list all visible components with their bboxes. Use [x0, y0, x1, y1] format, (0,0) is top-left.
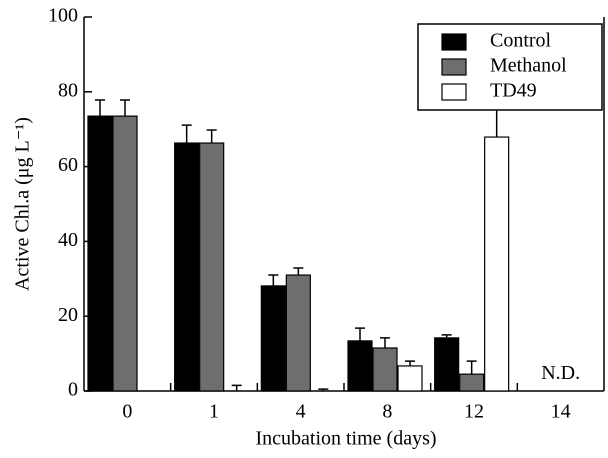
- x-tick-label: 14: [551, 401, 571, 423]
- bar: [285, 274, 311, 392]
- bar: [372, 347, 398, 392]
- error-bar: [95, 99, 105, 117]
- bar: [87, 115, 113, 392]
- legend-swatch: [441, 83, 467, 101]
- error-bar: [405, 360, 415, 366]
- y-tick-label: 80: [58, 79, 78, 101]
- x-tick-label: 4: [296, 401, 306, 423]
- y-tick-label: 40: [58, 229, 78, 251]
- error-bar: [318, 388, 329, 391]
- legend-swatch: [441, 58, 467, 76]
- error-bar: [293, 267, 304, 276]
- y-axis-label: Active Chl.a (μg L⁻¹): [12, 117, 34, 291]
- bar: [260, 285, 286, 392]
- legend-label: Control: [490, 30, 552, 52]
- error-bar: [120, 99, 130, 117]
- error-bar: [355, 327, 365, 341]
- x-tick-label: 1: [209, 401, 219, 423]
- bar: [347, 340, 373, 392]
- bar: [459, 373, 485, 392]
- error-bar: [380, 337, 390, 348]
- y-tick-label: 0: [68, 379, 78, 401]
- y-tick-label: 100: [48, 5, 78, 27]
- error-bar: [231, 384, 242, 391]
- legend-label: Methanol: [490, 55, 567, 77]
- bar: [174, 142, 200, 392]
- error-bar: [466, 360, 477, 375]
- bar: [199, 142, 225, 392]
- x-tick-label: 12: [464, 401, 484, 423]
- bar: [484, 136, 510, 392]
- error-bar: [268, 274, 279, 286]
- y-tick-label: 60: [58, 154, 78, 176]
- x-tick-label: 0: [122, 401, 132, 423]
- bar: [397, 365, 423, 392]
- x-axis-label: Incubation time (days): [255, 428, 436, 450]
- x-tick-label: 8: [382, 401, 392, 423]
- annotation: N.D.: [541, 362, 580, 384]
- legend-swatch: [441, 33, 467, 51]
- legend-label: TD49: [490, 80, 537, 102]
- error-bar: [491, 107, 502, 138]
- bar: [434, 337, 460, 392]
- y-tick-label: 20: [58, 304, 78, 326]
- bar: [112, 115, 138, 392]
- error-bar: [181, 124, 192, 144]
- error-bar: [206, 129, 217, 144]
